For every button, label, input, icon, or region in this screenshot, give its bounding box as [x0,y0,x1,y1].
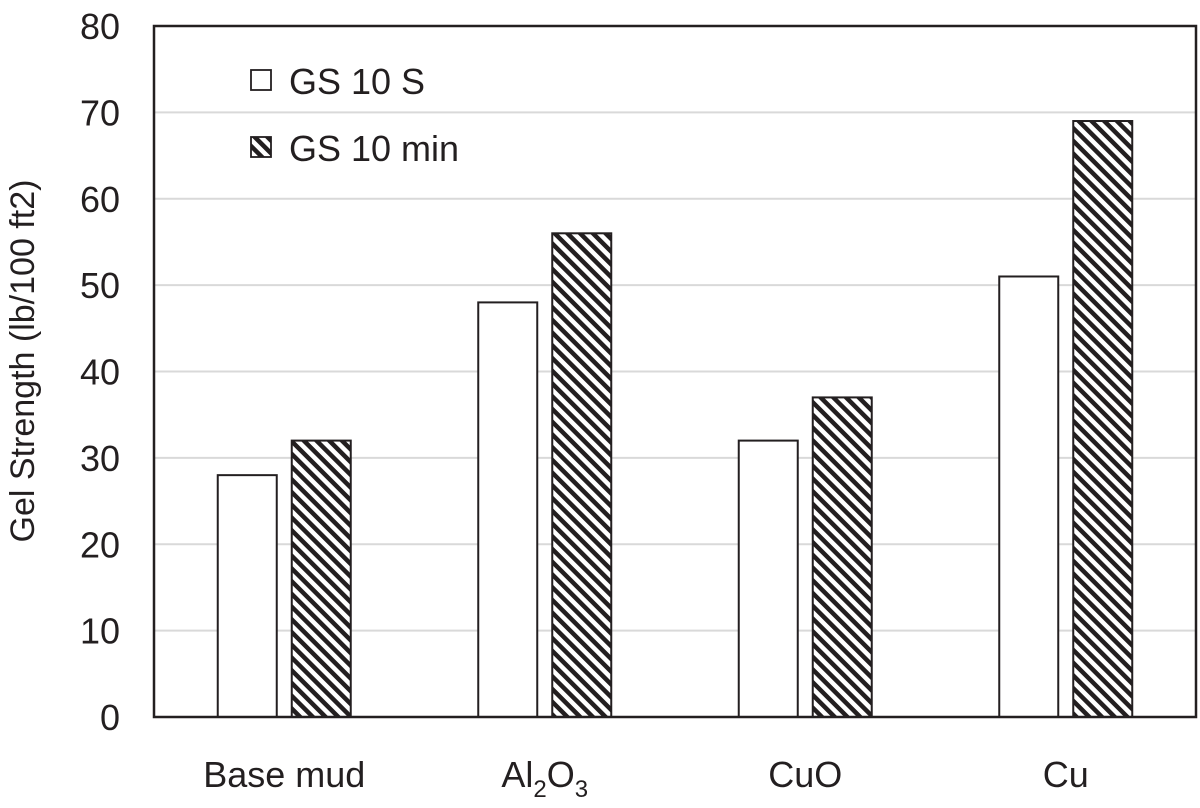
axes [152,24,1198,719]
bars [216,120,1134,719]
bar-gs-10-min-1 [551,232,613,719]
x-category-label: CuO [768,754,842,795]
x-category-label: Cu [1043,754,1089,795]
x-category-label: Base mud [203,754,365,795]
y-tick-label: 30 [80,438,120,479]
legend-label-gs-10-min: GS 10 min [289,128,459,169]
y-tick-label: 0 [100,697,120,738]
y-tick-label: 20 [80,524,120,565]
plot-area-border [152,24,1198,719]
bar-gs-10-s-3 [998,275,1060,718]
y-tick-label: 40 [80,352,120,393]
bar-gs-10-s-1 [477,301,539,718]
y-axis-title: Gel Strength (lb/100 ft2) [4,180,42,543]
legend-swatch-gs-10-min [250,136,272,158]
y-tick-label: 10 [80,611,120,652]
bar-gs-10-min-3 [1072,120,1134,718]
x-category-label: Al2O3 [501,754,588,803]
y-tick-label: 50 [80,265,120,306]
y-tick-label: 70 [80,92,120,133]
bar-gs-10-s-0 [216,474,278,718]
bar-gs-10-min-0 [290,439,352,718]
bar-gs-10-s-2 [737,439,799,718]
legend-swatch-gs-10-s [250,69,272,91]
y-tick-labels: 0 10 20 30 40 50 60 70 80 [80,6,120,738]
y-tick-label: 80 [80,6,120,47]
legend-label-gs-10-s: GS 10 S [289,61,425,102]
y-tick-label: 60 [80,179,120,220]
legend: GS 10 S GS 10 min [250,61,459,169]
x-category-labels: Base mud Al2O3 CuO Cu [203,754,1089,803]
bar-gs-10-min-2 [811,396,873,718]
